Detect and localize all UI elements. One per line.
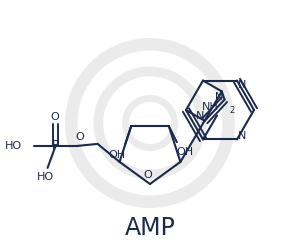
- Text: N: N: [215, 92, 223, 102]
- Text: HO: HO: [37, 172, 54, 182]
- Text: P: P: [52, 139, 59, 152]
- Text: 2: 2: [229, 106, 234, 115]
- Text: N: N: [238, 131, 246, 141]
- Text: HO: HO: [4, 141, 22, 151]
- Text: OH: OH: [109, 150, 126, 160]
- Text: AMP: AMP: [124, 216, 176, 240]
- Text: O: O: [75, 132, 84, 142]
- Text: O: O: [50, 112, 59, 122]
- Text: N: N: [196, 111, 204, 121]
- Text: O: O: [144, 170, 152, 180]
- Text: NH: NH: [202, 102, 219, 112]
- Text: N: N: [238, 79, 246, 90]
- Text: OH: OH: [176, 147, 194, 157]
